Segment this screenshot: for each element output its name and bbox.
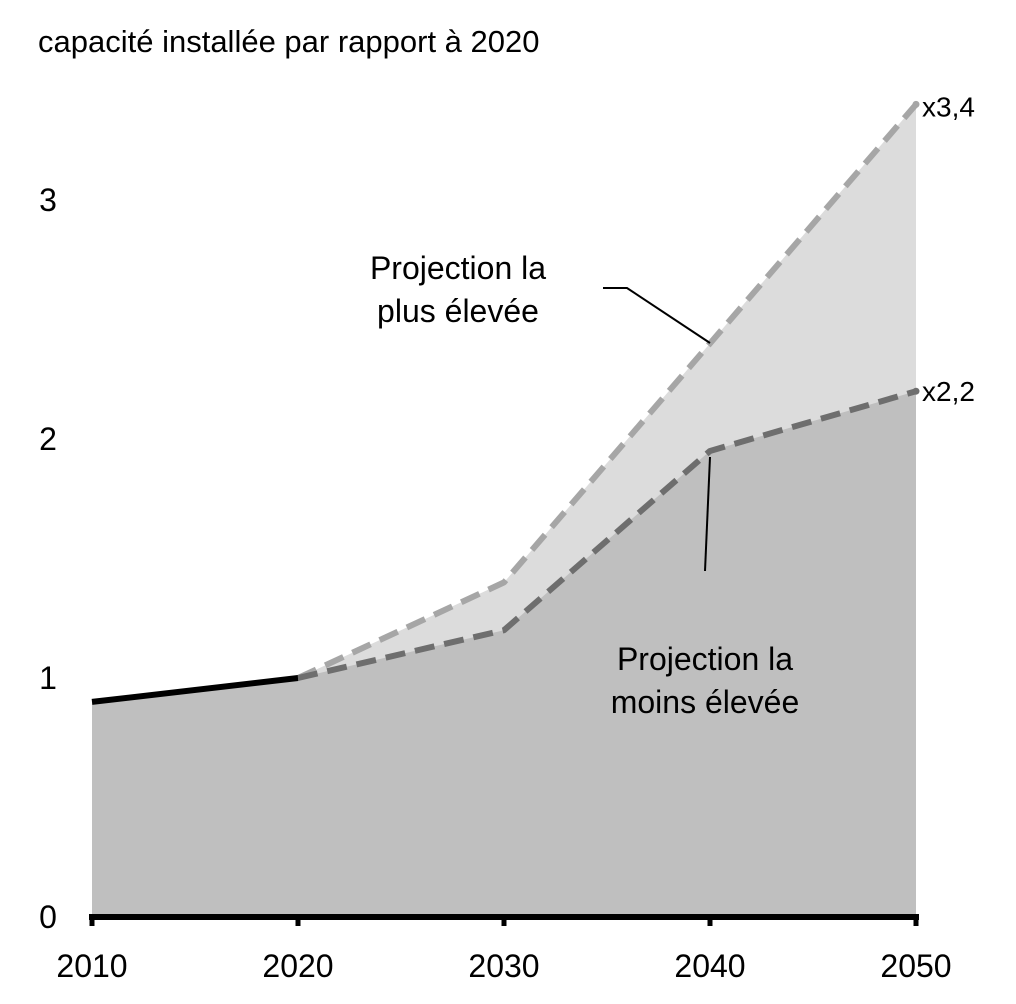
x-tick-label: 2010	[56, 948, 127, 984]
high-projection-label-line1: Projection la	[370, 250, 546, 286]
high-projection-label-line2: plus élevée	[377, 293, 539, 329]
x-tick-label: 2050	[880, 948, 951, 984]
low-projection-end-point	[912, 387, 920, 395]
low-projection-leader	[704, 456, 711, 572]
y-tick-label: 0	[39, 899, 57, 935]
high-projection-line	[296, 102, 919, 681]
low-end-label: x2,2	[922, 376, 975, 407]
high-projection-leader	[603, 287, 711, 344]
x-tick-label: 2040	[674, 948, 745, 984]
low-projection-line	[297, 388, 917, 681]
high-projection-end-point	[912, 100, 920, 108]
x-tick-label: 2020	[262, 948, 333, 984]
x-tick-label: 2030	[468, 948, 539, 984]
y-tick-label: 1	[39, 660, 57, 696]
low-projection-area	[92, 391, 916, 917]
low-projection-label-line2: moins élevée	[611, 684, 800, 720]
high-end-label: x3,4	[922, 91, 975, 122]
y-tick-label: 3	[39, 182, 57, 218]
y-tick-label: 2	[39, 421, 57, 457]
chart-title: capacité installée par rapport à 2020	[38, 24, 540, 59]
low-projection-label-line1: Projection la	[617, 641, 793, 677]
historical-line	[91, 675, 299, 705]
